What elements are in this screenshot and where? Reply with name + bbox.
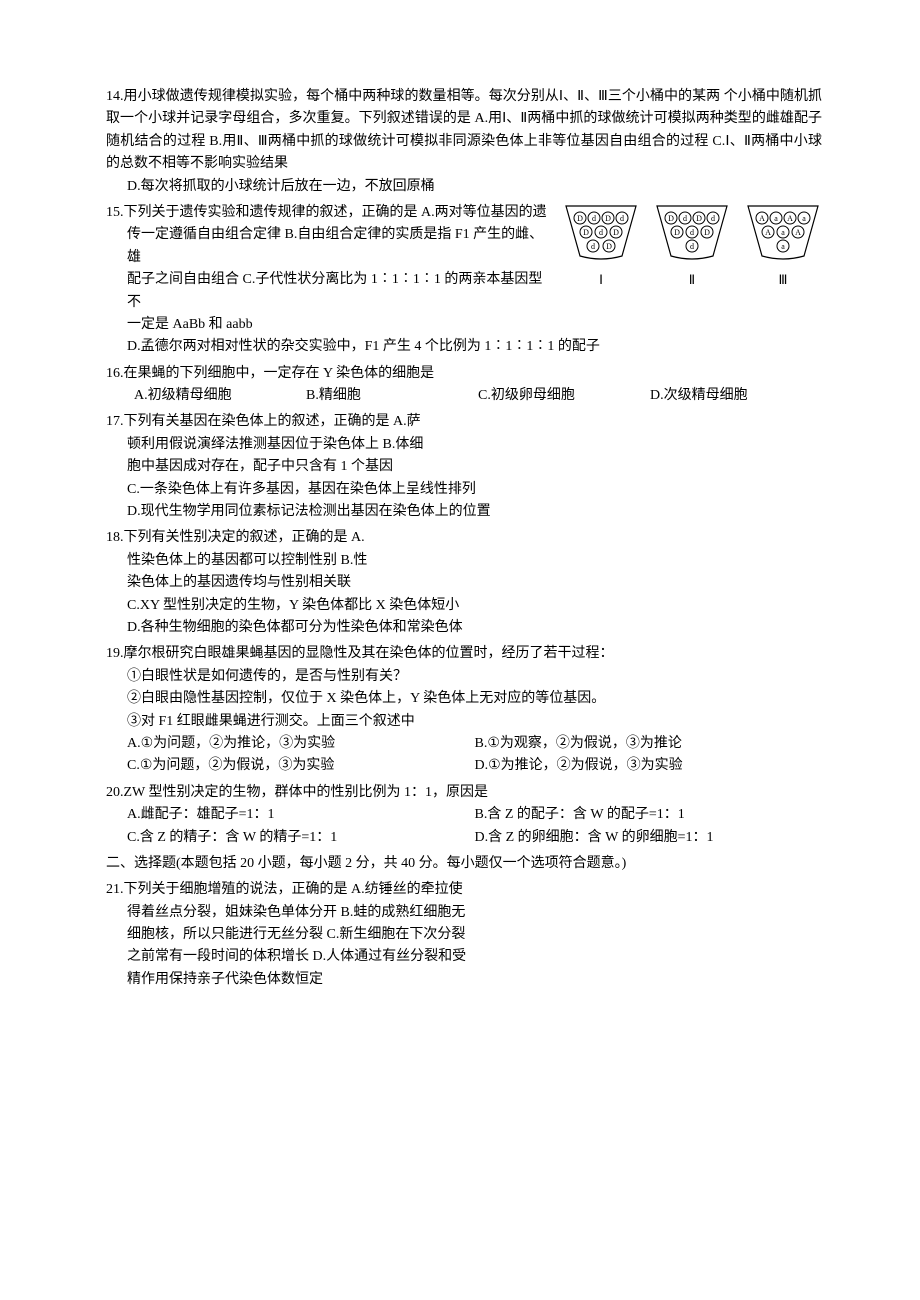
q17-c: C.一条染色体上有许多基因，基因在染色体上呈线性排列 [106,479,822,501]
q17-l3: 胞中基因成对存在，配子中只含有 1 个基因 [106,456,822,478]
q18-l1: 18.下列有关性别决定的叙述，正确的是 A. [106,527,822,549]
q19-options-row2: C.①为问题，②为假说，③为实验 D.①为推论，②为假说，③为实验 [106,755,822,777]
q21-l2: 得着丝点分裂，姐妹染色单体分开 B.蛙的成熟红细胞无 [106,902,822,924]
q21-l3: 细胞核，所以只能进行无丝分裂 C.新生细胞在下次分裂 [106,924,822,946]
svg-text:a: a [781,228,785,237]
q21-l4: 之前常有一段时间的体积增长 D.人体通过有丝分裂和受 [106,946,822,968]
q20-options-row2: C.含 Z 的精子：含 W 的精子=1：1 D.含 Z 的卵细胞：含 W 的卵细… [106,827,822,849]
svg-text:d: d [592,214,596,223]
svg-text:D: D [674,228,680,237]
question-20: 20.ZW 型性别决定的生物，群体中的性别比例为 1：1，原因是 A.雌配子：雄… [106,782,822,849]
bucket-3-label: Ⅲ [744,270,822,291]
svg-text:d: d [711,214,715,223]
svg-text:D: D [613,228,619,237]
svg-text:a: a [802,214,806,223]
q19-s3: ③对 F1 红眼雌果蝇进行测交。上面三个叙述中 [106,711,822,733]
q20-stem: 20.ZW 型性别决定的生物，群体中的性别比例为 1：1，原因是 [106,782,822,804]
bucket-1-label: Ⅰ [562,270,640,291]
q19-c: C.①为问题，②为假说，③为实验 [127,755,475,777]
svg-text:d: d [683,214,687,223]
question-16: 16.在果蝇的下列细胞中，一定存在 Y 染色体的细胞是 A.初级精母细胞 B.精… [106,363,822,408]
q14-option-d: D.每次将抓取的小球统计后放在一边，不放回原桶 [106,176,822,198]
svg-text:d: d [690,242,694,251]
question-18: 18.下列有关性别决定的叙述，正确的是 A. 性染色体上的基因都可以控制性别 B… [106,527,822,639]
question-17: 17.下列有关基因在染色体上的叙述，正确的是 A.萨 顿利用假说演绎法推测基因位… [106,411,822,523]
q19-stem: 19.摩尔根研究白眼雄果蝇基因的显隐性及其在染色体的位置时，经历了若干过程： [106,643,822,665]
svg-text:A: A [795,228,801,237]
q18-l3: 染色体上的基因遗传均与性别相关联 [106,572,822,594]
svg-text:D: D [606,242,612,251]
bucket-1: D d D d D d D d D Ⅰ [562,202,640,291]
svg-text:D: D [605,214,611,223]
q20-options-row1: A.雌配子：雄配子=1：1 B.含 Z 的配子：含 W 的配子=1：1 [106,804,822,826]
q20-c: C.含 Z 的精子：含 W 的精子=1：1 [127,827,475,849]
question-15: D d D d D d D d D Ⅰ [106,202,822,359]
q16-c: C.初级卵母细胞 [478,385,650,407]
svg-text:D: D [577,214,583,223]
q16-d: D.次级精母细胞 [650,385,822,407]
q16-options: A.初级精母细胞 B.精细胞 C.初级卵母细胞 D.次级精母细胞 [106,385,822,407]
q18-c: C.XY 型性别决定的生物，Y 染色体都比 X 染色体短小 [106,595,822,617]
q18-d: D.各种生物细胞的染色体都可分为性染色体和常染色体 [106,617,822,639]
q16-a: A.初级精母细胞 [134,385,306,407]
svg-text:d: d [620,214,624,223]
svg-text:D: D [668,214,674,223]
svg-text:A: A [759,214,765,223]
q21-l1: 21.下列关于细胞增殖的说法，正确的是 A.纺锤丝的牵拉使 [106,879,822,901]
svg-text:D: D [704,228,710,237]
svg-text:D: D [583,228,589,237]
bucket-3: A a A a A a A a Ⅲ [744,202,822,291]
q16-b: B.精细胞 [306,385,478,407]
q19-s2: ②白眼由隐性基因控制，仅位于 X 染色体上，Y 染色体上无对应的等位基因。 [106,688,822,710]
q17-l2: 顿利用假说演绎法推测基因位于染色体上 B.体细 [106,434,822,456]
svg-text:D: D [696,214,702,223]
q20-d: D.含 Z 的卵细胞：含 W 的卵细胞=1：1 [475,827,823,849]
q19-s1: ①白眼性状是如何遗传的，是否与性别有关？ [106,666,822,688]
bucket-2: D d D d D d D d Ⅱ [653,202,731,291]
bucket-2-label: Ⅱ [653,270,731,291]
q19-a: A.①为问题，②为推论，③为实验 [127,733,475,755]
q14-stem: 14.用小球做遗传规律模拟实验，每个桶中两种球的数量相等。每次分别从Ⅰ、Ⅱ、Ⅲ三… [106,86,822,176]
question-19: 19.摩尔根研究白眼雄果蝇基因的显隐性及其在染色体的位置时，经历了若干过程： ①… [106,643,822,777]
q20-a: A.雌配子：雄配子=1：1 [127,804,475,826]
section-2-header: 二、选择题(本题包括 20 小题，每小题 2 分，共 40 分。每小题仅一个选项… [106,853,822,875]
svg-text:A: A [787,214,793,223]
q19-options-row1: A.①为问题，②为推论，③为实验 B.①为观察，②为假说，③为推论 [106,733,822,755]
q16-stem: 16.在果蝇的下列细胞中，一定存在 Y 染色体的细胞是 [106,363,822,385]
svg-text:d: d [690,228,694,237]
q15-option-d: D.孟德尔两对相对性状的杂交实验中，F1 产生 4 个比例为 1∶1∶1∶1 的… [106,336,822,358]
svg-text:a: a [774,214,778,223]
svg-text:d: d [599,228,603,237]
q19-b: B.①为观察，②为假说，③为推论 [475,733,823,755]
q15-line4: 一定是 AaBb 和 aabb [106,314,822,336]
q20-b: B.含 Z 的配子：含 W 的配子=1：1 [475,804,823,826]
svg-text:d: d [591,242,595,251]
svg-text:A: A [765,228,771,237]
q17-d: D.现代生物学用同位素标记法检测出基因在染色体上的位置 [106,501,822,523]
question-21: 21.下列关于细胞增殖的说法，正确的是 A.纺锤丝的牵拉使 得着丝点分裂，姐妹染… [106,879,822,991]
q17-l1: 17.下列有关基因在染色体上的叙述，正确的是 A.萨 [106,411,822,433]
q18-l2: 性染色体上的基因都可以控制性别 B.性 [106,550,822,572]
bucket-diagram: D d D d D d D d D Ⅰ [562,202,822,284]
question-14: 14.用小球做遗传规律模拟实验，每个桶中两种球的数量相等。每次分别从Ⅰ、Ⅱ、Ⅲ三… [106,86,822,198]
q21-l5: 精作用保持亲子代染色体数恒定 [106,969,822,991]
q19-d: D.①为推论，②为假说，③为实验 [475,755,823,777]
svg-text:a: a [781,242,785,251]
